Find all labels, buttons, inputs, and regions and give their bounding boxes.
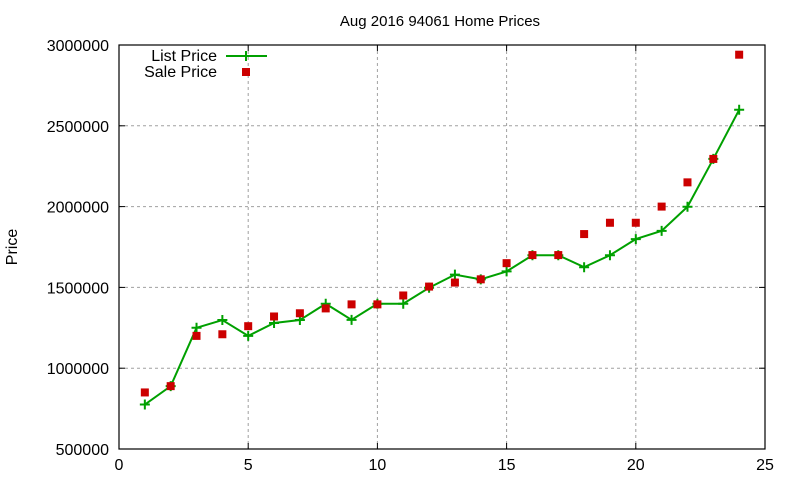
legend-label: Sale Price bbox=[144, 64, 217, 81]
legend-square-icon bbox=[242, 68, 250, 76]
square-marker-icon bbox=[476, 275, 485, 284]
square-marker-icon bbox=[140, 388, 149, 397]
square-marker-icon bbox=[580, 230, 589, 239]
square-marker-icon bbox=[347, 300, 356, 309]
square-marker-icon bbox=[166, 382, 175, 391]
x-tick-label: 5 bbox=[244, 457, 253, 474]
y-tick-label: 1000000 bbox=[47, 361, 109, 378]
plus-marker-icon bbox=[604, 250, 615, 261]
chart-title: Aug 2016 94061 Home Prices bbox=[340, 13, 540, 30]
plus-marker-icon bbox=[630, 234, 641, 245]
square-marker-icon bbox=[373, 300, 382, 309]
y-axis-label: Price bbox=[4, 229, 21, 266]
square-marker-icon bbox=[528, 251, 537, 260]
square-marker-icon bbox=[218, 330, 227, 339]
square-marker-icon bbox=[735, 50, 744, 59]
y-tick-label: 1500000 bbox=[47, 280, 109, 297]
series-sale-price bbox=[140, 50, 744, 397]
square-marker-icon bbox=[554, 251, 563, 260]
plus-marker-icon bbox=[501, 266, 512, 277]
square-marker-icon bbox=[295, 309, 304, 318]
plus-marker-icon bbox=[579, 262, 590, 273]
square-marker-icon bbox=[321, 304, 330, 313]
axes: 0 5 10 15 20 25 500000 1000000 1500000 2000000 250… bbox=[47, 38, 774, 474]
square-marker-icon bbox=[683, 178, 692, 187]
legend-label: List Price bbox=[151, 48, 217, 65]
square-marker-icon bbox=[631, 218, 640, 227]
plus-marker-icon bbox=[449, 269, 460, 280]
plus-marker-icon bbox=[243, 330, 254, 341]
y-tick-label: 2500000 bbox=[47, 119, 109, 136]
data-series bbox=[139, 50, 745, 410]
square-marker-icon bbox=[605, 218, 614, 227]
x-tick-label: 0 bbox=[115, 457, 124, 474]
square-marker-icon bbox=[709, 154, 718, 163]
plot-border bbox=[118, 44, 766, 450]
legend-plus-icon bbox=[241, 51, 251, 61]
grid-lines bbox=[119, 45, 765, 449]
square-marker-icon bbox=[502, 259, 511, 268]
x-tick-label: 10 bbox=[369, 457, 387, 474]
square-marker-icon bbox=[450, 278, 459, 287]
square-marker-icon bbox=[244, 322, 253, 331]
square-marker-icon bbox=[192, 331, 201, 340]
y-tick-label: 500000 bbox=[56, 442, 109, 459]
x-tick-label: 25 bbox=[756, 457, 774, 474]
plus-marker-icon bbox=[682, 201, 693, 212]
y-tick-label: 3000000 bbox=[47, 38, 109, 55]
x-tick-label: 15 bbox=[498, 457, 516, 474]
square-marker-icon bbox=[270, 312, 279, 321]
plus-marker-icon bbox=[217, 315, 228, 326]
plus-marker-icon bbox=[139, 399, 150, 410]
series-list-price bbox=[139, 104, 745, 410]
plus-marker-icon bbox=[346, 314, 357, 325]
y-tick-label: 2000000 bbox=[47, 200, 109, 217]
square-marker-icon bbox=[399, 291, 408, 300]
square-marker-icon bbox=[425, 282, 434, 291]
square-marker-icon bbox=[657, 202, 666, 211]
plus-marker-icon bbox=[191, 322, 202, 333]
x-tick-label: 20 bbox=[627, 457, 645, 474]
plus-marker-icon bbox=[734, 104, 745, 115]
plus-marker-icon bbox=[398, 298, 409, 309]
plus-marker-icon bbox=[656, 225, 667, 236]
